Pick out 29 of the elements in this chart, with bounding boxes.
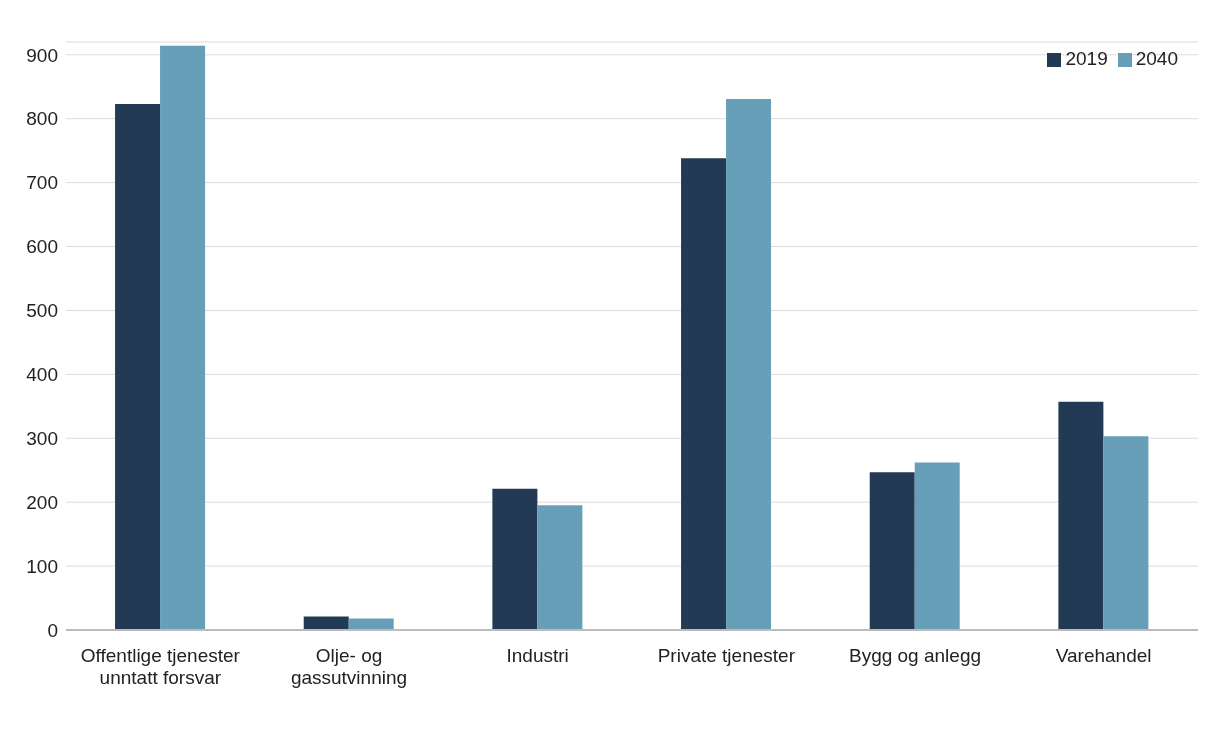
bar bbox=[348, 618, 394, 630]
bar bbox=[726, 98, 772, 630]
bar bbox=[1058, 401, 1104, 630]
x-tick-label: Offentlige tjenester unntatt forsvar bbox=[80, 645, 241, 688]
bar bbox=[869, 472, 915, 630]
bar bbox=[1103, 436, 1149, 630]
y-tick-label: 200 bbox=[26, 491, 58, 513]
x-tick-label: Industri bbox=[506, 645, 569, 666]
bar bbox=[160, 45, 206, 630]
y-tick-label: 300 bbox=[26, 428, 58, 450]
y-tick-label: 800 bbox=[26, 108, 58, 130]
x-tick-label: Bygg og anlegg bbox=[848, 645, 982, 666]
y-tick-label: 0 bbox=[47, 619, 58, 641]
legend-label: 2040 bbox=[1135, 48, 1178, 69]
bar bbox=[681, 158, 727, 630]
x-tick-label: Varehandel bbox=[1055, 645, 1152, 666]
y-tick-label: 600 bbox=[26, 236, 58, 258]
y-tick-label: 400 bbox=[26, 364, 58, 386]
bar bbox=[115, 104, 161, 630]
x-tick-label: Olje- og gassutvinning bbox=[290, 645, 408, 688]
legend-label: 2019 bbox=[1065, 48, 1108, 69]
bar bbox=[914, 462, 960, 630]
y-tick-label: 500 bbox=[26, 300, 58, 322]
y-tick-label: 900 bbox=[26, 44, 58, 66]
x-tick-label: Private tjenester bbox=[657, 645, 796, 666]
bar bbox=[537, 505, 583, 630]
bar bbox=[492, 488, 538, 630]
y-tick-label: 100 bbox=[26, 555, 58, 577]
y-tick-label: 700 bbox=[26, 172, 58, 194]
